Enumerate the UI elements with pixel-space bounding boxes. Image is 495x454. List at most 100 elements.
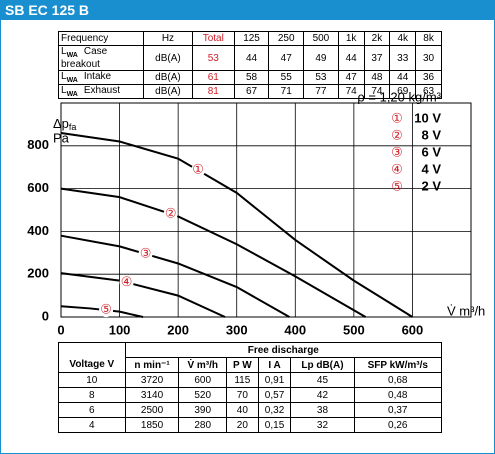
cell: 32 (290, 417, 355, 433)
label: Intake (83, 71, 112, 82)
cell: 115 (225, 372, 259, 388)
y-tick-label: 200 (27, 266, 49, 281)
y-tick-label: 600 (27, 180, 49, 195)
y-tick-label: 0 (42, 308, 49, 323)
value: 81 (191, 84, 235, 99)
cell: 4 (58, 417, 126, 433)
cell: 390 (178, 402, 227, 418)
data-row: 6 2500 390 40 0,32 38 0,37 (58, 402, 443, 418)
column-header: Voltage V (58, 357, 126, 373)
symbol: L (61, 71, 67, 82)
symbol: L (61, 46, 67, 57)
x-tick-label: 200 (167, 322, 189, 337)
column-header: V̇ m³/h (178, 357, 227, 373)
value: 33 (389, 45, 417, 71)
data-row: LWA Exhaust dB(A) 81 67 71 77 74 74 69 63 (58, 84, 442, 99)
curve (60, 272, 226, 318)
group-row: Free discharge (58, 342, 443, 358)
label: Case breakout (61, 46, 108, 70)
x-tick-label: 100 (109, 322, 131, 337)
value: 63 (415, 84, 442, 99)
curve-marker-bg (163, 206, 178, 221)
y-tick-label: 400 (27, 223, 49, 238)
x-tick-label: 0 (57, 322, 64, 337)
cell: 6 (58, 402, 126, 418)
data-row: 4 1850 280 20 0,15 32 0,26 (58, 417, 443, 433)
cell: 0,91 (257, 372, 292, 388)
cell: 0,32 (257, 402, 292, 418)
cell: 520 (178, 387, 227, 403)
cell: 0,68 (353, 372, 443, 388)
header-row: Frequency Hz Total 125 250 500 1k 2k 4k 8k (58, 31, 442, 46)
legend-marker: ③ (391, 144, 403, 159)
value: 47 (268, 45, 305, 71)
curve-marker: ③ (140, 245, 152, 260)
legend-label: 2 V (421, 178, 441, 193)
data-row: LWA Case breakout dB(A) 53 44 47 49 44 37 33 30 (58, 45, 442, 71)
cell: 40 (225, 402, 259, 418)
curve-marker: ② (165, 205, 177, 220)
data-row: 8 3140 520 70 0,57 42 0,48 (58, 387, 443, 403)
column-header: SFP kW/m³/s (353, 357, 443, 373)
x-tick-label: 400 (284, 322, 306, 337)
legend-label: 4 V (421, 161, 441, 176)
cell: 1850 (124, 417, 180, 433)
cell: 600 (178, 372, 227, 388)
unit: dB(A) (143, 84, 193, 99)
cell: 10 (58, 372, 126, 388)
legend-marker: ④ (391, 161, 403, 176)
curve (60, 234, 290, 318)
label: Exhaust (83, 85, 120, 96)
cell: 2500 (124, 402, 180, 418)
sound-table: Frequency Hz Total 125 250 500 1k 2k 4k 8k LWA Case… (58, 31, 442, 99)
cell: 38 (290, 402, 355, 418)
x-tick-label: 500 (343, 322, 365, 337)
value: 77 (303, 84, 339, 99)
column-header: I A (257, 357, 292, 373)
value: 74 (363, 84, 391, 99)
cell: 20 (225, 417, 259, 433)
curve-marker: ① (192, 162, 204, 177)
row-label: LWA Case breakout (58, 45, 144, 71)
curve (60, 187, 367, 318)
legend-marker: ⑤ (391, 178, 403, 193)
cell: 0,37 (353, 402, 443, 418)
y-label: Δpfa (53, 116, 76, 132)
curve (60, 131, 413, 318)
x-label: V̇ m³/h (447, 303, 485, 318)
cell: 70 (225, 387, 259, 403)
unit: dB(A) (143, 45, 193, 71)
value: 30 (415, 45, 442, 71)
value: 61 (191, 70, 235, 85)
legend-marker: ② (391, 127, 403, 142)
row-label: LWA Exhaust (58, 84, 144, 99)
column-header: n min⁻¹ (124, 357, 180, 373)
y-label-main: Δp (53, 116, 69, 131)
group-header: Free discharge (124, 342, 443, 358)
column-header: Lp dB(A) (290, 357, 355, 373)
x-tick-label: 300 (226, 322, 248, 337)
blank (58, 342, 126, 358)
legend-label: 6 V (421, 144, 441, 159)
y-tick-label: 800 (27, 137, 49, 152)
legend-label: 10 V (414, 110, 441, 125)
curve-marker-bg (119, 275, 134, 290)
symbol-sub: WA (66, 52, 78, 59)
cell: 42 (290, 387, 355, 403)
cell: 0,57 (257, 387, 292, 403)
cell: 45 (290, 372, 355, 388)
y-label-sub: fa (69, 122, 77, 132)
cell: 0,15 (257, 417, 292, 433)
legend-marker: ① (391, 110, 403, 125)
curve-marker-bg (138, 246, 153, 261)
cell: 0,48 (353, 387, 443, 403)
data-row: 10 3720 600 115 0,91 45 0,68 (58, 372, 443, 388)
symbol: L (61, 85, 67, 96)
data-row: LWA Intake dB(A) 61 58 55 53 47 48 44 36 (58, 70, 442, 85)
cell: 8 (58, 387, 126, 403)
symbol-sub: WA (66, 91, 78, 98)
